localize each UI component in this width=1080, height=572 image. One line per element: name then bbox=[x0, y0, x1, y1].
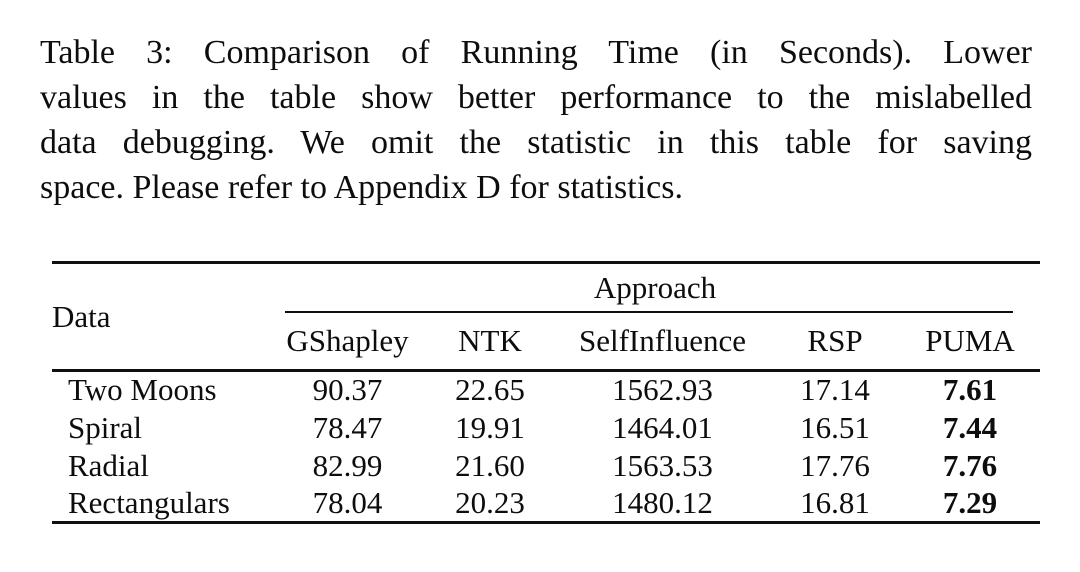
spiral-gshapley-value: 78.47 bbox=[312, 409, 383, 445]
caption-line-1: Table 3: Comparison of Running Time (in … bbox=[40, 34, 1032, 71]
two-moons-ntk-value: 22.65 bbox=[455, 372, 525, 408]
table-row-spiral: Spiral 78.47 19.91 1464.01 16.51 7.44 bbox=[52, 409, 1040, 447]
spiral-rsp-value: 16.51 bbox=[800, 409, 870, 445]
spiral-puma-value: 7.44 bbox=[942, 409, 998, 445]
column-header-puma: PUMA bbox=[900, 312, 1041, 372]
row-label-spiral: Spiral bbox=[68, 409, 143, 445]
rectangulars-ntk-value: 20.23 bbox=[455, 484, 525, 520]
spiral-ntk-value: 19.91 bbox=[455, 409, 525, 445]
rectangulars-selfinfluence-value: 1480.12 bbox=[612, 484, 713, 520]
approach-underline-rule bbox=[285, 310, 1014, 313]
table-row-rectangulars: Rectangulars 78.04 20.23 1480.12 16.81 7… bbox=[52, 485, 1040, 523]
header-columns-row: GShapley NTK SelfInfluence RSP PUMA bbox=[52, 312, 1041, 372]
row-label-rectangulars: Rectangulars bbox=[68, 484, 230, 520]
caption-line-3: data debugging. We omit the statistic in… bbox=[40, 124, 1032, 161]
caption-line-4: space. Please refer to Appendix D for st… bbox=[40, 169, 683, 206]
rectangulars-rsp-value: 16.81 bbox=[800, 484, 870, 520]
row-label-two-moons: Two Moons bbox=[68, 372, 217, 408]
table-row-radial: Radial 82.99 21.60 1563.53 17.76 7.76 bbox=[52, 447, 1040, 485]
group-header-approach: Approach bbox=[270, 263, 1040, 313]
radial-gshapley-value: 82.99 bbox=[312, 447, 383, 483]
table-row-two-moons: Two Moons 90.37 22.65 1562.93 17.14 7.61 bbox=[52, 371, 1040, 409]
column-header-selfinfluence: SelfInfluence bbox=[555, 312, 770, 372]
rectangulars-puma-value: 7.29 bbox=[942, 484, 998, 520]
two-moons-puma-value: 7.61 bbox=[942, 372, 998, 408]
column-header-data: Data bbox=[52, 262, 270, 372]
radial-puma-value: 7.76 bbox=[942, 447, 998, 483]
table-caption: Table 3: Comparison of Running Time (in … bbox=[40, 30, 1032, 210]
group-header-approach-label: Approach bbox=[593, 270, 717, 306]
radial-selfinfluence-value: 1563.53 bbox=[612, 447, 713, 483]
spiral-selfinfluence-value: 1464.01 bbox=[612, 409, 713, 445]
running-time-table: Data Approach GShapley NTK SelfInfluence… bbox=[52, 261, 1041, 524]
column-header-ntk: NTK bbox=[425, 312, 555, 372]
radial-rsp-value: 17.76 bbox=[800, 447, 870, 483]
two-moons-gshapley-value: 90.37 bbox=[312, 372, 383, 408]
caption-line-2: values in the table show better performa… bbox=[40, 79, 1032, 116]
column-header-rsp: RSP bbox=[770, 312, 900, 372]
header-group-row: Data Approach bbox=[52, 262, 1040, 372]
two-moons-rsp-value: 17.14 bbox=[800, 372, 870, 408]
two-moons-selfinfluence-value: 1562.93 bbox=[612, 372, 713, 408]
column-header-gshapley: GShapley bbox=[270, 312, 425, 372]
row-label-radial: Radial bbox=[68, 447, 149, 483]
radial-ntk-value: 21.60 bbox=[455, 447, 525, 483]
rectangulars-gshapley-value: 78.04 bbox=[312, 484, 383, 520]
